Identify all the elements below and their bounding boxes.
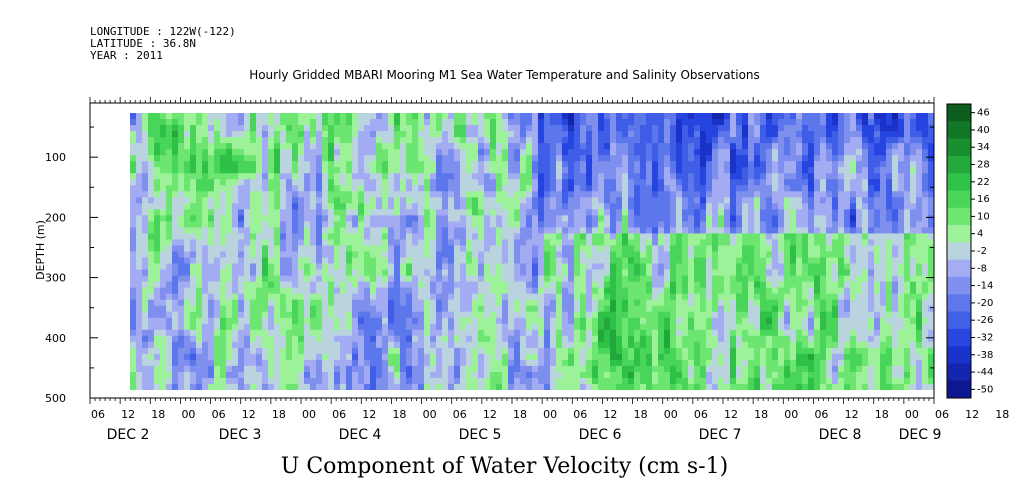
colorbar-swatch: [947, 225, 971, 243]
x-tick-label: 06: [453, 408, 467, 421]
x-tick-label: 12: [242, 408, 256, 421]
colorbar-label: 46: [977, 108, 990, 119]
chart-title: Hourly Gridded MBARI Mooring M1 Sea Wate…: [249, 68, 760, 82]
x-tick-label: 06: [91, 408, 105, 421]
x-tick-label: 00: [784, 408, 798, 421]
year-label: YEAR : 2011: [90, 49, 163, 62]
x-tick-label: 12: [483, 408, 497, 421]
x-tick-label: 00: [664, 408, 678, 421]
colorbar-label: 16: [977, 194, 990, 205]
x-tick-label: 18: [513, 408, 527, 421]
latitude-label: LATITUDE : 36.8N: [90, 37, 196, 50]
colorbar-label: -2: [977, 246, 987, 257]
colorbar-swatch: [947, 328, 971, 347]
x-axis: 06 12 18 00 06 12 18 00 06 12 18 00 06 12 18 00 06 12 18 00…: [89, 97, 1009, 443]
colorbar-label: 40: [977, 125, 990, 136]
colorbar-label: -8: [977, 263, 987, 274]
y-tick-label: 200: [45, 211, 66, 224]
colorbar-label: 10: [977, 211, 990, 222]
x-day-label: DEC 8: [819, 427, 862, 443]
x-day-label: DEC 2: [107, 427, 150, 443]
y-tick-label: 400: [45, 332, 66, 345]
x-day-label: DEC 7: [699, 427, 742, 443]
x-tick-label: 12: [845, 408, 859, 421]
colorbar-label: -14: [977, 281, 993, 292]
x-tick-label: 12: [362, 408, 376, 421]
x-tick-label: 18: [754, 408, 768, 421]
colorbar-swatch: [947, 121, 971, 140]
x-day-label: DEC 6: [579, 427, 622, 443]
colorbar: 46 40 34 28 22 16 10 4 -2 -8 -14 -20 -26 -32 -38 -44 -50: [946, 103, 993, 399]
colorbar-label: -44: [977, 367, 993, 378]
y-tick-label: 100: [45, 151, 66, 164]
colorbar-label: 4: [977, 229, 983, 240]
x-tick-label: 06: [332, 408, 346, 421]
colorbar-swatch: [947, 294, 971, 313]
x-tick-label: 06: [814, 408, 828, 421]
y-tick-label: 300: [45, 272, 66, 285]
heatmap-field: [130, 113, 934, 390]
colorbar-swatch: [947, 276, 971, 295]
x-tick-label: 18: [392, 408, 406, 421]
x-tick-label: 06: [573, 408, 587, 421]
colorbar-swatch: [947, 363, 971, 382]
colorbar-swatch: [947, 173, 971, 191]
x-tick-label: 00: [423, 408, 437, 421]
colorbar-swatch: [947, 259, 971, 278]
colorbar-swatch: [947, 346, 971, 364]
x-tick-label: 06: [212, 408, 226, 421]
x-tick-label: 00: [905, 408, 919, 421]
y-axis: 100 200 300 400 500: [45, 126, 934, 405]
x-tick-label: 12: [121, 408, 135, 421]
x-tick-label: 18: [875, 408, 889, 421]
x-day-label: DEC 3: [219, 427, 262, 443]
colorbar-swatch: [947, 138, 971, 157]
x-tick-label: 06: [694, 408, 708, 421]
colorbar-swatch: [947, 155, 971, 174]
y-axis-label: DEPTH (m): [34, 220, 47, 280]
colorbar-label: -32: [977, 332, 993, 343]
colorbar-swatch: [947, 207, 971, 226]
x-tick-label: 12: [603, 408, 617, 421]
colorbar-label: 34: [977, 142, 990, 153]
colorbar-label: -20: [977, 298, 993, 309]
x-tick-label: 00: [181, 408, 195, 421]
x-tick-label: 18: [634, 408, 648, 421]
colorbar-label: 28: [977, 160, 990, 171]
x-tick-label: 00: [543, 408, 557, 421]
x-tick-label: 18: [272, 408, 286, 421]
x-tick-label: 18: [995, 408, 1009, 421]
longitude-label: LONGITUDE : 122W(-122): [90, 25, 236, 38]
colorbar-swatch: [947, 380, 971, 399]
variable-title: U Component of Water Velocity (cm s-1): [280, 454, 729, 479]
x-day-label: DEC 4: [339, 427, 382, 443]
x-day-label: DEC 5: [459, 427, 502, 443]
x-tick-label: 00: [302, 408, 316, 421]
x-tick-label: 12: [965, 408, 979, 421]
x-tick-label: 12: [724, 408, 738, 421]
colorbar-label: -26: [977, 315, 993, 326]
y-tick-label: 500: [45, 392, 66, 405]
colorbar-label: -38: [977, 350, 993, 361]
x-tick-label: 18: [151, 408, 165, 421]
colorbar-swatch: [947, 311, 971, 330]
x-tick-label: 06: [935, 408, 949, 421]
x-day-label: DEC 9: [899, 427, 942, 443]
colorbar-label: 22: [977, 177, 990, 188]
colorbar-label: -50: [977, 384, 993, 395]
colorbar-swatch: [947, 242, 971, 261]
colorbar-swatch: [947, 104, 971, 122]
colorbar-swatch: [947, 190, 971, 209]
